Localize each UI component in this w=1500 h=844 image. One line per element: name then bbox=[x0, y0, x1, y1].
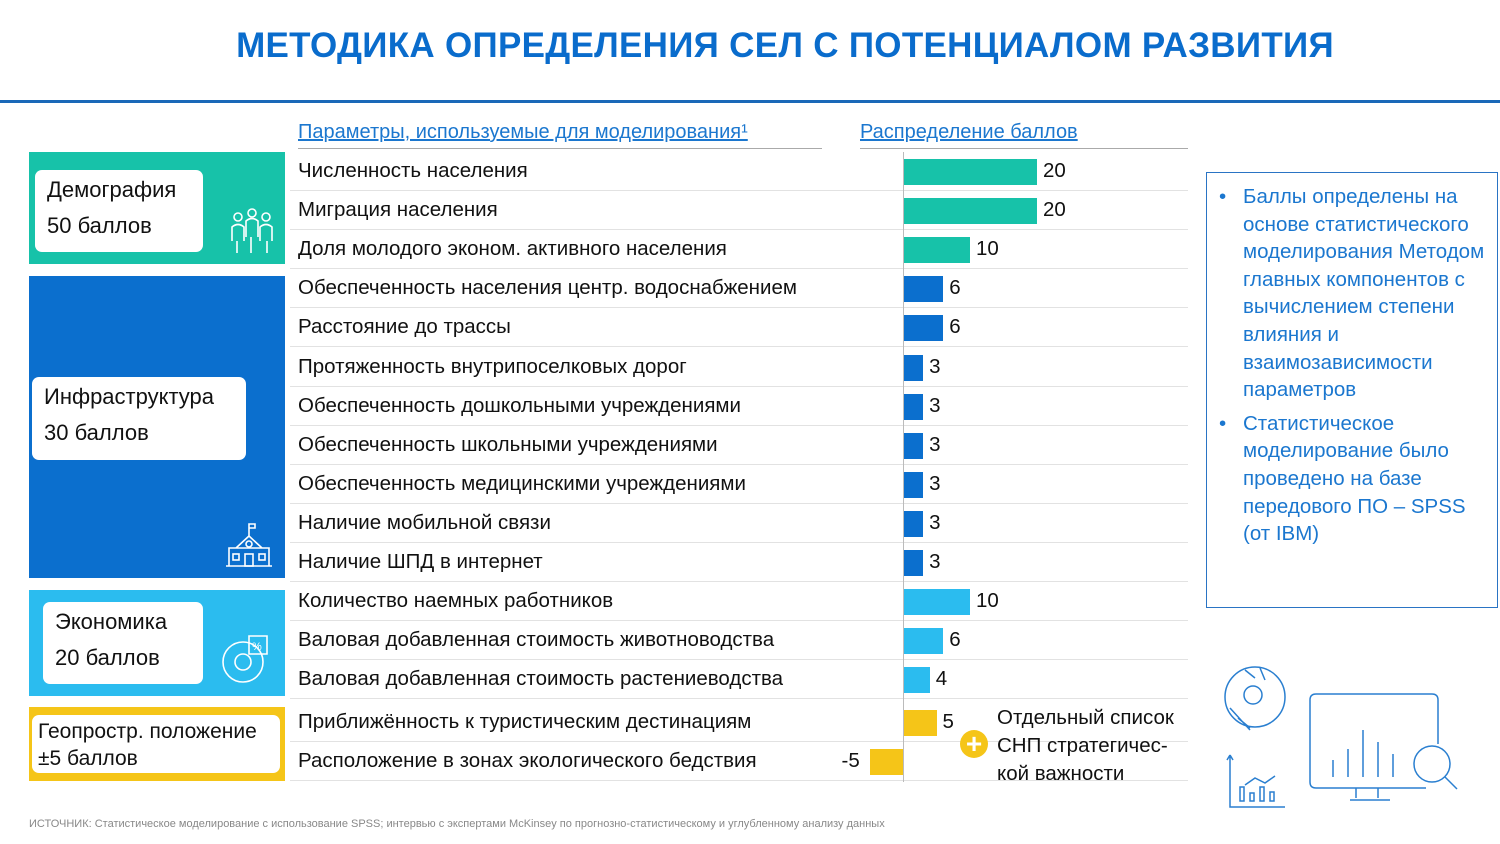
plus-icon: + bbox=[960, 730, 988, 758]
score-bar bbox=[903, 589, 970, 615]
parameter-name: Обеспеченность медицинскими учреждениями bbox=[298, 472, 746, 495]
category-name: Демография bbox=[47, 177, 177, 202]
score-value: 3 bbox=[929, 355, 941, 378]
score-bar bbox=[903, 511, 924, 537]
parameter-name: Численность населения bbox=[298, 159, 528, 182]
note-item: Статистическое моделирование было провед… bbox=[1217, 410, 1489, 548]
score-bar bbox=[903, 315, 944, 341]
side-note-line: кой важности bbox=[997, 762, 1125, 785]
score-value: 5 bbox=[942, 710, 954, 733]
zero-axis bbox=[903, 152, 904, 782]
score-bar bbox=[903, 433, 924, 459]
parameter-name: Наличие мобильной связи bbox=[298, 511, 551, 534]
score-bar bbox=[903, 710, 937, 736]
score-bar bbox=[903, 355, 924, 381]
score-value: 10 bbox=[976, 589, 999, 612]
parameter-row: Обеспеченность медицинскими учреждениями… bbox=[290, 465, 1188, 504]
parameter-name: Расположение в зонах экологического бедс… bbox=[298, 749, 757, 772]
parameter-row: Приближённость к туристическим дестинаци… bbox=[290, 703, 1188, 742]
parameter-row: Расположение в зонах экологического бедс… bbox=[290, 742, 1188, 781]
parameter-name: Валовая добавленная стоимость растениево… bbox=[298, 667, 784, 690]
score-bar bbox=[903, 237, 970, 263]
parameter-row: Численность населения 20 bbox=[290, 152, 1188, 191]
score-bar bbox=[903, 628, 944, 654]
category-points: 50 баллов bbox=[47, 213, 152, 238]
side-note-line: СНП стратегичес- bbox=[997, 734, 1168, 757]
side-note-line: Отдельный список bbox=[997, 706, 1174, 729]
parameter-row: Расстояние до трассы 6 bbox=[290, 308, 1188, 347]
parameter-row: Наличие мобильной связи 3 bbox=[290, 504, 1188, 543]
svg-text:%: % bbox=[252, 641, 262, 653]
parameter-name: Протяженность внутрипоселковых дорог bbox=[298, 355, 687, 378]
analytics-illustration-icon bbox=[1224, 666, 1458, 808]
parameter-name: Обеспеченность населения центр. водоснаб… bbox=[298, 276, 797, 299]
parameter-row: Обеспеченность населения центр. водоснаб… bbox=[290, 269, 1188, 308]
score-value: 6 bbox=[949, 315, 961, 338]
score-bar bbox=[903, 276, 944, 302]
score-value: -5 bbox=[841, 749, 860, 772]
score-value: 3 bbox=[929, 433, 941, 456]
category-points: 20 баллов bbox=[55, 645, 160, 670]
note-item: Баллы определены на основе статистическо… bbox=[1217, 183, 1489, 404]
scores-header: Распределение баллов bbox=[860, 121, 1188, 149]
category-geo: Геопростр. положение ±5 баллов bbox=[29, 707, 285, 781]
parameter-row: Миграция населения 20 bbox=[290, 191, 1188, 230]
score-bar bbox=[869, 749, 903, 775]
source-footnote: ИСТОЧНИК: Статистическое моделирование с… bbox=[29, 818, 885, 830]
parameter-row: Обеспеченность дошкольными учреждениями 3 bbox=[290, 387, 1188, 426]
parameter-name: Наличие ШПД в интернет bbox=[298, 550, 543, 573]
score-value: 20 bbox=[1043, 198, 1066, 221]
parameter-row: Валовая добавленная стоимость растениево… bbox=[290, 660, 1188, 699]
score-value: 6 bbox=[949, 276, 961, 299]
score-value: 20 bbox=[1043, 159, 1066, 182]
score-bar bbox=[903, 198, 1037, 224]
parameter-name: Обеспеченность школьными учреждениями bbox=[298, 433, 718, 456]
parameter-row: Наличие ШПД в интернет 3 bbox=[290, 543, 1188, 582]
parameter-row: Количество наемных работников 10 bbox=[290, 582, 1188, 621]
parameter-row: Протяженность внутрипоселковых дорог 3 bbox=[290, 348, 1188, 387]
notes-box: Баллы определены на основе статистическо… bbox=[1206, 172, 1498, 608]
category-name: Экономика bbox=[55, 609, 168, 634]
score-bar bbox=[903, 159, 1037, 185]
strategic-list-note: Отдельный список СНП стратегичес- кой ва… bbox=[997, 704, 1174, 788]
category-name: Геопростр. положение bbox=[38, 720, 257, 743]
score-value: 3 bbox=[929, 511, 941, 534]
parameter-row: Обеспеченность школьными учреждениями 3 bbox=[290, 426, 1188, 465]
parameter-name: Приближённость к туристическим дестинаци… bbox=[298, 710, 752, 733]
school-icon bbox=[226, 523, 272, 567]
score-value: 3 bbox=[929, 550, 941, 573]
parameter-name: Миграция населения bbox=[298, 198, 498, 221]
parameter-name: Расстояние до трассы bbox=[298, 315, 511, 338]
score-bar bbox=[903, 667, 930, 693]
parameter-name: Обеспеченность дошкольными учреждениями bbox=[298, 394, 741, 417]
parameter-row: Валовая добавленная стоимость животновод… bbox=[290, 621, 1188, 660]
score-value: 6 bbox=[949, 628, 961, 651]
parameter-name: Количество наемных работников bbox=[298, 589, 614, 612]
title-divider bbox=[0, 100, 1500, 103]
parameter-name: Доля молодого эконом. активного населени… bbox=[298, 237, 727, 260]
score-value: 4 bbox=[935, 667, 948, 690]
category-points: ±5 баллов bbox=[38, 747, 138, 770]
category-name: Инфраструктура bbox=[44, 384, 215, 409]
people-icon bbox=[231, 208, 273, 253]
score-value: 3 bbox=[929, 394, 941, 417]
score-value: 3 bbox=[929, 472, 941, 495]
score-bar bbox=[903, 472, 924, 498]
page-title: МЕТОДИКА ОПРЕДЕЛЕНИЯ СЕЛ С ПОТЕНЦИАЛОМ Р… bbox=[236, 26, 1334, 65]
score-value: 10 bbox=[976, 237, 999, 260]
params-header: Параметры, используемые для моделировани… bbox=[298, 121, 822, 149]
category-economy: Экономика 20 баллов % bbox=[29, 590, 285, 696]
category-infrastructure: Инфраструктура 30 баллов bbox=[29, 276, 285, 578]
category-points: 30 баллов bbox=[44, 420, 149, 445]
category-demography: Демография 50 баллов bbox=[29, 152, 285, 264]
parameter-row: Доля молодого эконом. активного населени… bbox=[290, 230, 1188, 269]
score-bar bbox=[903, 394, 924, 420]
parameter-name: Валовая добавленная стоимость животновод… bbox=[298, 628, 775, 651]
score-bar bbox=[903, 550, 924, 576]
pie-percent-icon: % bbox=[222, 635, 268, 683]
